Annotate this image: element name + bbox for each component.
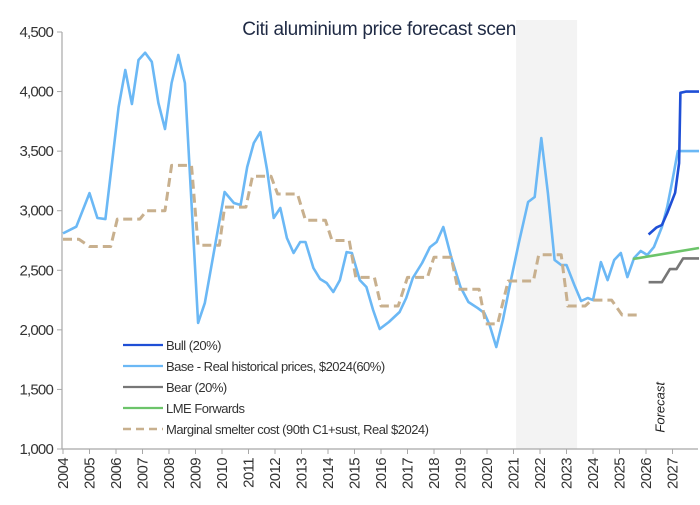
- x-tick-label: 2014: [320, 458, 337, 489]
- y-tick-label: 4,000: [19, 84, 53, 101]
- y-tick-label: 2,500: [19, 262, 53, 279]
- x-tick-label: 2019: [453, 458, 470, 489]
- x-tick-label: 2006: [108, 458, 125, 489]
- legend-label: LME Forwards: [166, 401, 246, 416]
- x-tick-label: 2008: [161, 458, 178, 489]
- legend-label: Marginal smelter cost (90th C1+sust, Rea…: [166, 422, 429, 437]
- shaded-period: [516, 20, 578, 449]
- x-tick-label: 2007: [135, 458, 152, 489]
- legend-label: Bear (20%): [166, 380, 227, 395]
- x-tick-label: 2022: [532, 458, 549, 489]
- legend-label: Base - Real historical prices, $2024(60%…: [166, 359, 385, 374]
- x-tick-label: 2004: [55, 458, 72, 489]
- series-line-bear-20: [648, 257, 699, 284]
- x-tick-label: 2023: [559, 458, 576, 489]
- x-tick-label: 2012: [267, 458, 284, 489]
- series-line-lme-forwards: [632, 246, 700, 261]
- x-tick-label: 2015: [347, 458, 364, 489]
- x-tick-label: 2026: [638, 458, 655, 489]
- x-tick-label: 2027: [665, 458, 682, 489]
- x-tick-label: 2011: [241, 458, 258, 488]
- x-tick-label: 2017: [400, 458, 417, 489]
- legend-label: Bull (20%): [166, 338, 221, 353]
- x-tick-label: 2009: [188, 458, 205, 489]
- x-tick-label: 2005: [82, 458, 99, 489]
- y-tick-label: 3,500: [19, 143, 53, 160]
- series-line-base-real-historical-prices-2024-60: [62, 51, 699, 349]
- series-line-marginal-smelter-cost-90th-c1-sust-real-2024: [63, 163, 641, 326]
- x-tick-label: 2010: [214, 458, 231, 489]
- x-tick-label: 2020: [479, 458, 496, 489]
- y-tick-label: 1,000: [19, 441, 53, 458]
- chart-title: Citi aluminium price forecast scenarios: [242, 19, 556, 40]
- x-tick-label: 2021: [506, 458, 523, 489]
- forecast-annotation: Forecast: [653, 381, 668, 433]
- x-tick-label: 2013: [294, 458, 311, 489]
- x-tick-label: 2024: [585, 458, 602, 489]
- x-tick-label: 2016: [373, 458, 390, 489]
- y-tick-label: 3,000: [19, 203, 53, 220]
- x-tick-label: 2025: [612, 458, 629, 489]
- y-tick-label: 4,500: [19, 24, 53, 41]
- y-tick-label: 1,500: [19, 381, 53, 398]
- y-tick-label: 2,000: [19, 322, 53, 339]
- series-line-bull-20: [647, 90, 699, 236]
- x-tick-label: 2018: [426, 458, 443, 489]
